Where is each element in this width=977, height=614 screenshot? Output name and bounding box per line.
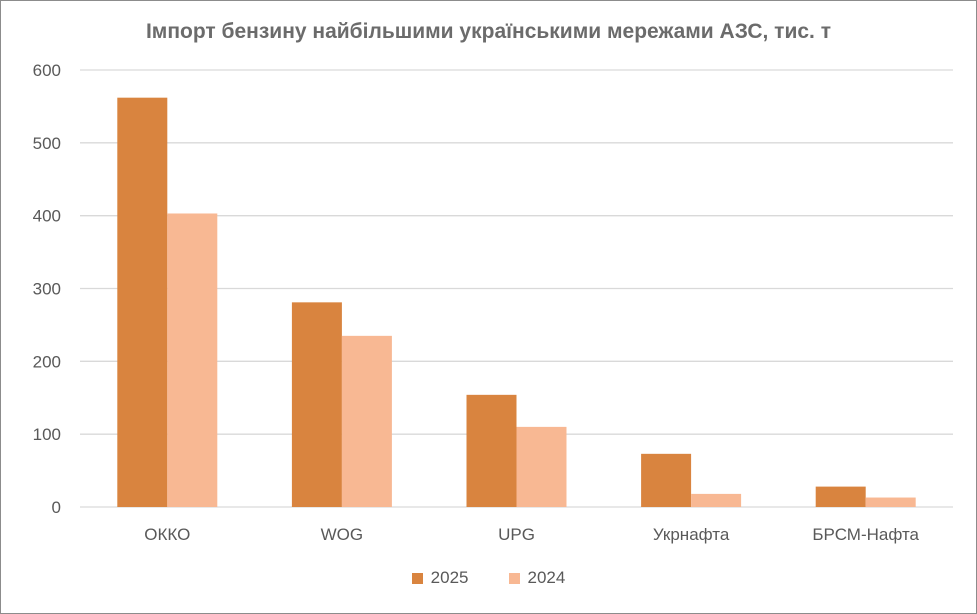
x-tick-label: WOG	[321, 525, 364, 544]
legend-swatch-2025	[411, 572, 423, 584]
x-tick-label: UPG	[498, 525, 535, 544]
y-tick-label: 0	[52, 498, 61, 517]
legend-swatch-2024	[508, 572, 520, 584]
y-tick-label: 300	[33, 280, 61, 299]
chart-legend: 2025 2024	[0, 568, 977, 588]
x-tick-label: ОККО	[144, 525, 190, 544]
legend-item-2024: 2024	[508, 568, 566, 588]
bar-2025-3	[641, 453, 692, 507]
legend-label-2025: 2025	[430, 568, 469, 587]
y-tick-label: 600	[33, 61, 61, 80]
bar-2024-3	[691, 493, 742, 507]
x-tick-label: Укрнафта	[653, 525, 730, 544]
bar-2025-2	[466, 394, 517, 507]
bar-2024-0	[167, 213, 218, 507]
bar-2024-1	[341, 335, 392, 507]
y-tick-label: 100	[33, 425, 61, 444]
bar-2025-4	[815, 486, 866, 507]
bar-2024-2	[516, 426, 567, 507]
chart-title: Імпорт бензину найбільшими українськими …	[145, 20, 832, 43]
bar-2024-4	[865, 497, 916, 507]
y-tick-label: 500	[33, 134, 61, 153]
legend-label-2024: 2024	[527, 568, 566, 587]
y-tick-label: 200	[33, 352, 61, 371]
legend-item-2025: 2025	[411, 568, 469, 588]
x-tick-label: БРСМ-Нафта	[812, 525, 919, 544]
bar-2025-1	[291, 302, 342, 507]
bar-2025-0	[117, 97, 168, 507]
y-tick-label: 400	[33, 207, 61, 226]
